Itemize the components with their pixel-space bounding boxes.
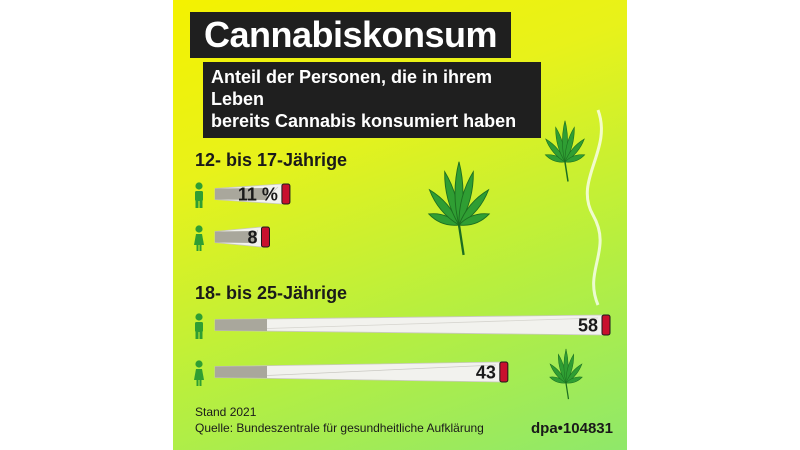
bar-1-0: 58: [214, 314, 611, 336]
subtitle-box: Anteil der Personen, die in ihrem Leben …: [203, 62, 541, 138]
bars-layer: 11 % 8 58 43: [194, 182, 611, 386]
ember: [601, 314, 611, 336]
bar-0-0: 11 %: [214, 183, 291, 205]
infographic-card: Cannabiskonsum Anteil der Personen, die …: [173, 0, 627, 450]
cannabis-leaf-icon: [427, 161, 491, 256]
joint-filter: [215, 188, 267, 200]
footer-id: dpa•104831: [531, 420, 613, 437]
value-label: 58: [578, 316, 598, 336]
bar-1-1: 43: [214, 361, 509, 383]
male-icon: [195, 182, 203, 208]
group-label-young-adults: 18- bis 25-Jährige: [195, 283, 348, 303]
title-box: Cannabiskonsum: [190, 12, 512, 58]
female-icon: [194, 360, 204, 386]
subtitle-line-1: Anteil der Personen, die in ihrem Leben: [211, 67, 493, 109]
cannabis-leaf-icon: [544, 120, 586, 182]
ember: [281, 183, 291, 205]
footer-source: Quelle: Bundeszentrale für gesundheitlic…: [195, 421, 484, 435]
smoke-wisp: [585, 109, 603, 306]
chart-title: Cannabiskonsum: [204, 14, 498, 55]
bar-0-1: 8: [214, 226, 270, 248]
value-label: 8: [247, 228, 257, 248]
female-icon: [194, 225, 204, 251]
group-label-teens: 12- bis 17-Jährige: [195, 150, 348, 170]
male-icon: [195, 313, 203, 339]
subtitle-line-2: bereits Cannabis konsumiert haben: [211, 111, 517, 131]
joint-filter: [215, 366, 267, 378]
joint-filter: [215, 231, 256, 243]
footer-stand: Stand 2021: [195, 405, 257, 419]
cannabis-leaf-icon: [549, 348, 583, 400]
value-label: 43: [476, 363, 496, 383]
joint-filter: [215, 319, 267, 331]
ember: [260, 226, 270, 248]
value-label: 11 %: [238, 185, 278, 205]
joint-paper: [214, 314, 603, 336]
chart-canvas: 11 % 8 58 43: [194, 109, 611, 400]
ember: [499, 361, 509, 383]
